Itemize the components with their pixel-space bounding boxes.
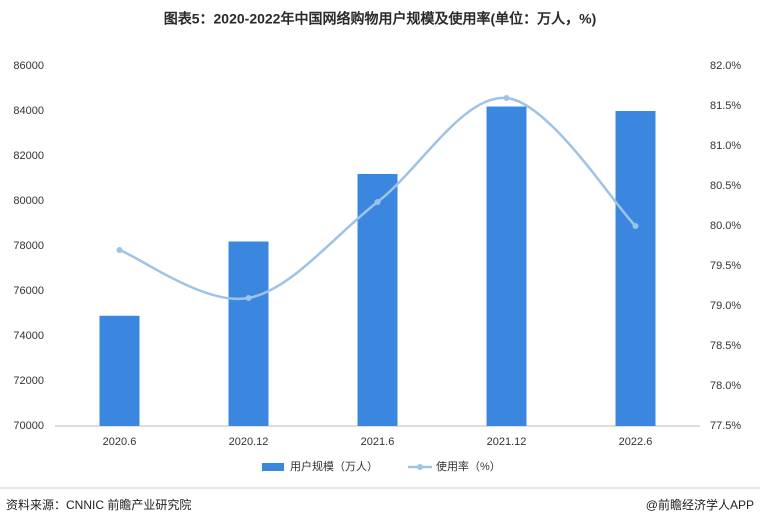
y-tick-label: 78000 [13,240,44,252]
line-point [374,199,381,205]
y-tick-label: 70000 [13,420,44,432]
line-point [245,295,252,301]
x-tick-label: 2020.6 [103,436,137,448]
bar [486,106,527,426]
y-tick-label: 82000 [13,150,44,162]
y-tick-label: 86000 [13,60,44,72]
y2-tick-label: 79.0% [710,300,741,312]
y2-tick-label: 80.0% [710,220,741,232]
y2-tick-label: 80.5% [710,180,741,192]
x-tick-label: 2021.6 [361,436,395,448]
legend-label: 用户规模（万人） [290,459,378,473]
y2-tick-label: 81.0% [710,140,741,152]
x-tick-label: 2020.12 [229,436,269,448]
y-tick-label: 72000 [13,375,44,387]
x-tick-label: 2021.12 [487,436,527,448]
bar [615,111,656,426]
chart-title: 图表5：2020-2022年中国网络购物用户规模及使用率(单位：万人，%) [164,11,597,27]
source: 资料来源：CNNIC 前瞻产业研究院 [6,497,191,512]
y2-tick-label: 82.0% [710,60,741,72]
y2-tick-label: 78.5% [710,340,741,352]
y2-tick-label: 81.5% [710,100,741,112]
x-tick-label: 2022.6 [619,436,653,448]
y-tick-label: 80000 [13,195,44,207]
credit: @前瞻经济学人APP [646,497,754,512]
y2-tick-label: 77.5% [710,420,741,432]
line-point [503,95,510,101]
y2-tick-label: 78.0% [710,380,741,392]
y-tick-label: 74000 [13,330,44,342]
bar [228,241,269,426]
line-point [632,223,639,229]
bar [99,315,140,426]
legend-label: 使用率（%） [436,459,501,473]
legend-swatch [417,464,423,470]
y-tick-label: 84000 [13,105,44,117]
y-tick-label: 76000 [13,285,44,297]
bar [357,174,398,426]
legend-swatch [262,463,284,471]
line-point [116,247,123,253]
y2-tick-label: 79.5% [710,260,741,272]
